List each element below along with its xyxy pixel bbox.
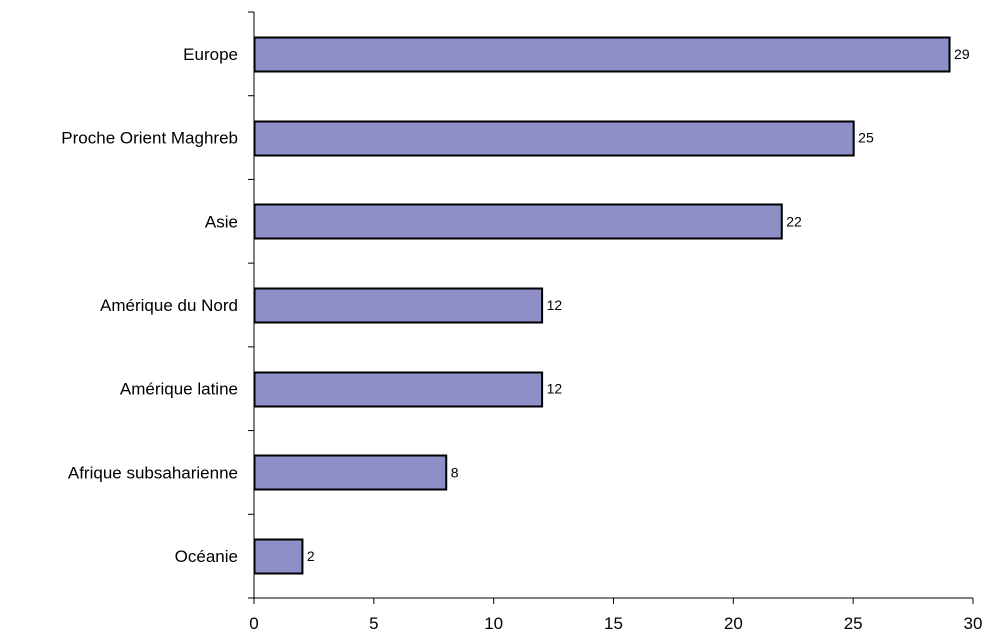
- x-tick-label: 5: [369, 614, 378, 633]
- category-label: Proche Orient Maghreb: [61, 129, 238, 148]
- chart-bars: [253, 36, 951, 575]
- x-tick-label: 15: [604, 614, 623, 633]
- category-label: Océanie: [175, 547, 238, 566]
- bar: [253, 538, 304, 575]
- bar: [253, 371, 544, 408]
- data-label: 8: [451, 464, 459, 480]
- chart-labels: 0 5 10 15 20 25 30 Europe 29 Proche Orient Maghre…: [61, 45, 982, 633]
- category-label: Amérique latine: [120, 380, 238, 399]
- x-tick-label: 30: [964, 614, 983, 633]
- bar: [253, 287, 544, 324]
- bar: [253, 454, 448, 491]
- category-label: Asie: [205, 212, 238, 231]
- data-label: 12: [547, 297, 563, 313]
- x-tick-label: 10: [484, 614, 503, 633]
- bar: [253, 120, 855, 157]
- data-label: 29: [954, 46, 970, 62]
- bar: [253, 203, 783, 240]
- x-tick-label: 25: [844, 614, 863, 633]
- category-label: Afrique subsaharienne: [68, 463, 238, 482]
- bar: [253, 36, 951, 73]
- data-label: 25: [858, 130, 874, 146]
- data-label: 2: [307, 548, 315, 564]
- x-tick-label: 0: [249, 614, 258, 633]
- data-label: 12: [547, 381, 563, 397]
- category-label: Amérique du Nord: [100, 296, 238, 315]
- data-label: 22: [786, 213, 802, 229]
- x-tick-label: 20: [724, 614, 743, 633]
- category-label: Europe: [183, 45, 238, 64]
